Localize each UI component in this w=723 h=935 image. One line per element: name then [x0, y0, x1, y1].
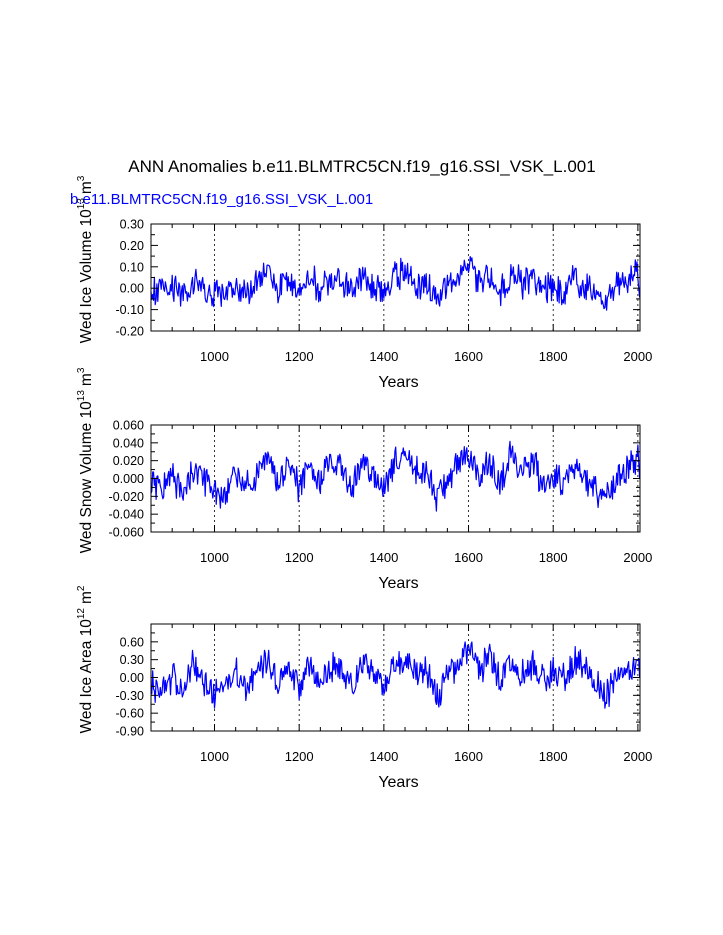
y-axis-label-text: Wed Ice Area 10: [78, 619, 95, 734]
x-axis-label: Years: [378, 374, 418, 391]
y-tick-label: -0.60: [116, 707, 145, 721]
y-axis-label-unit-exponent: 3: [76, 367, 87, 373]
x-tick-label: 1600: [454, 550, 483, 565]
y-tick-label: -0.040: [109, 508, 144, 522]
y-tick-label: 0.10: [120, 260, 144, 274]
y-tick-label: 0.20: [120, 239, 144, 253]
x-tick-label: 1600: [454, 749, 483, 764]
x-tick-label: 2000: [623, 349, 652, 364]
x-tick-label: 1000: [200, 550, 229, 565]
series-line: [150, 256, 641, 311]
x-axis-label: Years: [378, 774, 418, 791]
y-axis-label-text: Wed Ice Volume 10: [78, 209, 95, 344]
snow-volume-panel: 1000 1200 1400 1600 1800 2000 -0.060 -0.040 -0.0…: [76, 367, 652, 592]
y-tick-label: 0.000: [113, 472, 144, 486]
y-axis-label-exponent: 13: [76, 390, 87, 402]
x-tick-label: 1200: [285, 749, 314, 764]
x-tick-label: 1200: [285, 349, 314, 364]
y-axis-label: Wed Ice Area 1012 m2: [76, 585, 95, 733]
y-tick-label: -0.060: [109, 526, 144, 540]
ice-volume-panel: 1000 1200 1400 1600 1800 2000 -0.20 -0.10 0.00 0.…: [76, 175, 652, 391]
x-tick-label: 1400: [369, 349, 398, 364]
y-tick-label: -0.10: [116, 303, 145, 317]
x-tick-label: 1200: [285, 550, 314, 565]
series-line: [150, 440, 641, 512]
y-tick-label: 0.30: [120, 218, 144, 232]
y-axis-label-unit-exponent: 3: [76, 175, 87, 181]
y-tick-label: 0.040: [113, 436, 144, 450]
y-axis-label-exponent: 13: [76, 198, 87, 210]
ice-area-panel: 1000 1200 1400 1600 1800 2000 -0.90 -0.60 -0.30 0…: [76, 585, 652, 791]
x-tick-label: 1400: [369, 550, 398, 565]
y-tick-label: -0.90: [116, 725, 145, 739]
y-axis-label-exponent: 12: [76, 608, 87, 620]
figure-subtitle: b.e11.BLMTRC5CN.f19_g16.SSI_VSK_L.001: [70, 191, 373, 208]
x-tick-label: 1600: [454, 349, 483, 364]
y-tick-label: 0.060: [113, 419, 144, 433]
plot-frame: [150, 424, 641, 533]
series-line: [150, 641, 641, 709]
x-tick-label: 1000: [200, 349, 229, 364]
y-axis-label-text: Wed Snow Volume 10: [78, 401, 95, 554]
y-axis-label-unit: m: [78, 591, 95, 604]
y-axis-label-unit-exponent: 2: [76, 585, 87, 591]
y-tick-label: -0.30: [116, 689, 145, 703]
y-tick-label: 0.00: [120, 671, 144, 685]
x-tick-label: 2000: [623, 550, 652, 565]
y-tick-label: -0.020: [109, 490, 144, 504]
y-tick-label: 0.00: [120, 282, 144, 296]
y-axis-label-unit: m: [78, 373, 95, 386]
y-tick-label: -0.20: [116, 325, 145, 339]
x-tick-label: 1800: [539, 550, 568, 565]
x-axis-label: Years: [378, 575, 418, 592]
y-tick-label: 0.020: [113, 454, 144, 468]
x-tick-label: 2000: [623, 749, 652, 764]
x-tick-label: 1800: [539, 749, 568, 764]
y-tick-label: 0.30: [120, 653, 144, 667]
y-axis-label: Wed Ice Volume 1013 m3: [76, 175, 95, 343]
x-tick-label: 1400: [369, 749, 398, 764]
x-tick-label: 1000: [200, 749, 229, 764]
plot-frame: [150, 223, 641, 332]
y-axis-label: Wed Snow Volume 1013 m3: [76, 367, 95, 553]
figure-title: ANN Anomalies b.e11.BLMTRC5CN.f19_g16.SS…: [128, 157, 595, 176]
x-tick-label: 1800: [539, 349, 568, 364]
y-axis-label-unit: m: [78, 181, 95, 194]
y-tick-label: 0.60: [120, 635, 144, 649]
